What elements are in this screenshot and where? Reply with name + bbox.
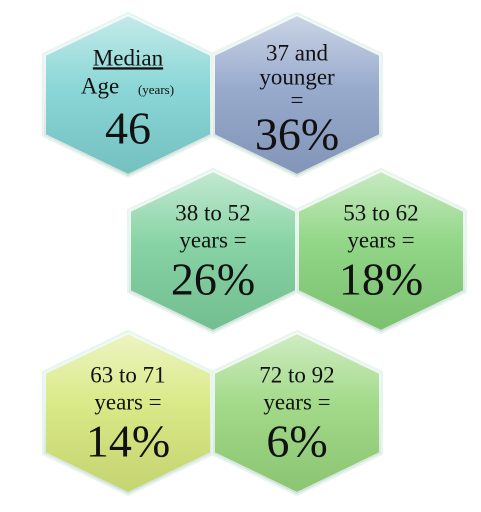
hexagon-value: 46 — [105, 103, 151, 154]
hexagon-label: Age — [81, 73, 119, 98]
hexagon-unit: (years) — [138, 82, 174, 97]
hexagon-gloss — [213, 332, 381, 494]
hexagon-label: 38 to 52 — [175, 200, 250, 225]
hexagon-value: 6% — [266, 416, 327, 467]
hexagon-label: years = — [347, 227, 414, 252]
hexagon-label: 37 and — [266, 40, 328, 65]
hexagon-gloss — [44, 14, 212, 176]
hexagon-gloss — [129, 170, 297, 332]
hexagon-label: 53 to 62 — [343, 200, 418, 225]
hexagon-value: 18% — [339, 254, 423, 305]
hexagon-label: 63 to 71 — [90, 362, 165, 387]
hexagon-value: 36% — [255, 109, 339, 160]
hexagon-gloss — [297, 170, 465, 332]
hexagon: Median Age (years) 46 — [42, 11, 214, 179]
hexagon-value: 14% — [86, 416, 170, 467]
hexagon-label: years = — [179, 227, 246, 252]
hexagon-label: younger — [259, 64, 335, 89]
hexagon-label: years = — [94, 389, 161, 414]
hexagon-value: 26% — [171, 254, 255, 305]
hexagon-gloss — [213, 14, 381, 176]
hexagon-title: Median — [93, 45, 164, 70]
hexagon-label: = — [291, 87, 304, 112]
hexagon-gloss — [44, 332, 212, 494]
hexagon-label: years = — [263, 389, 330, 414]
hexagon-label: 72 to 92 — [259, 362, 334, 387]
